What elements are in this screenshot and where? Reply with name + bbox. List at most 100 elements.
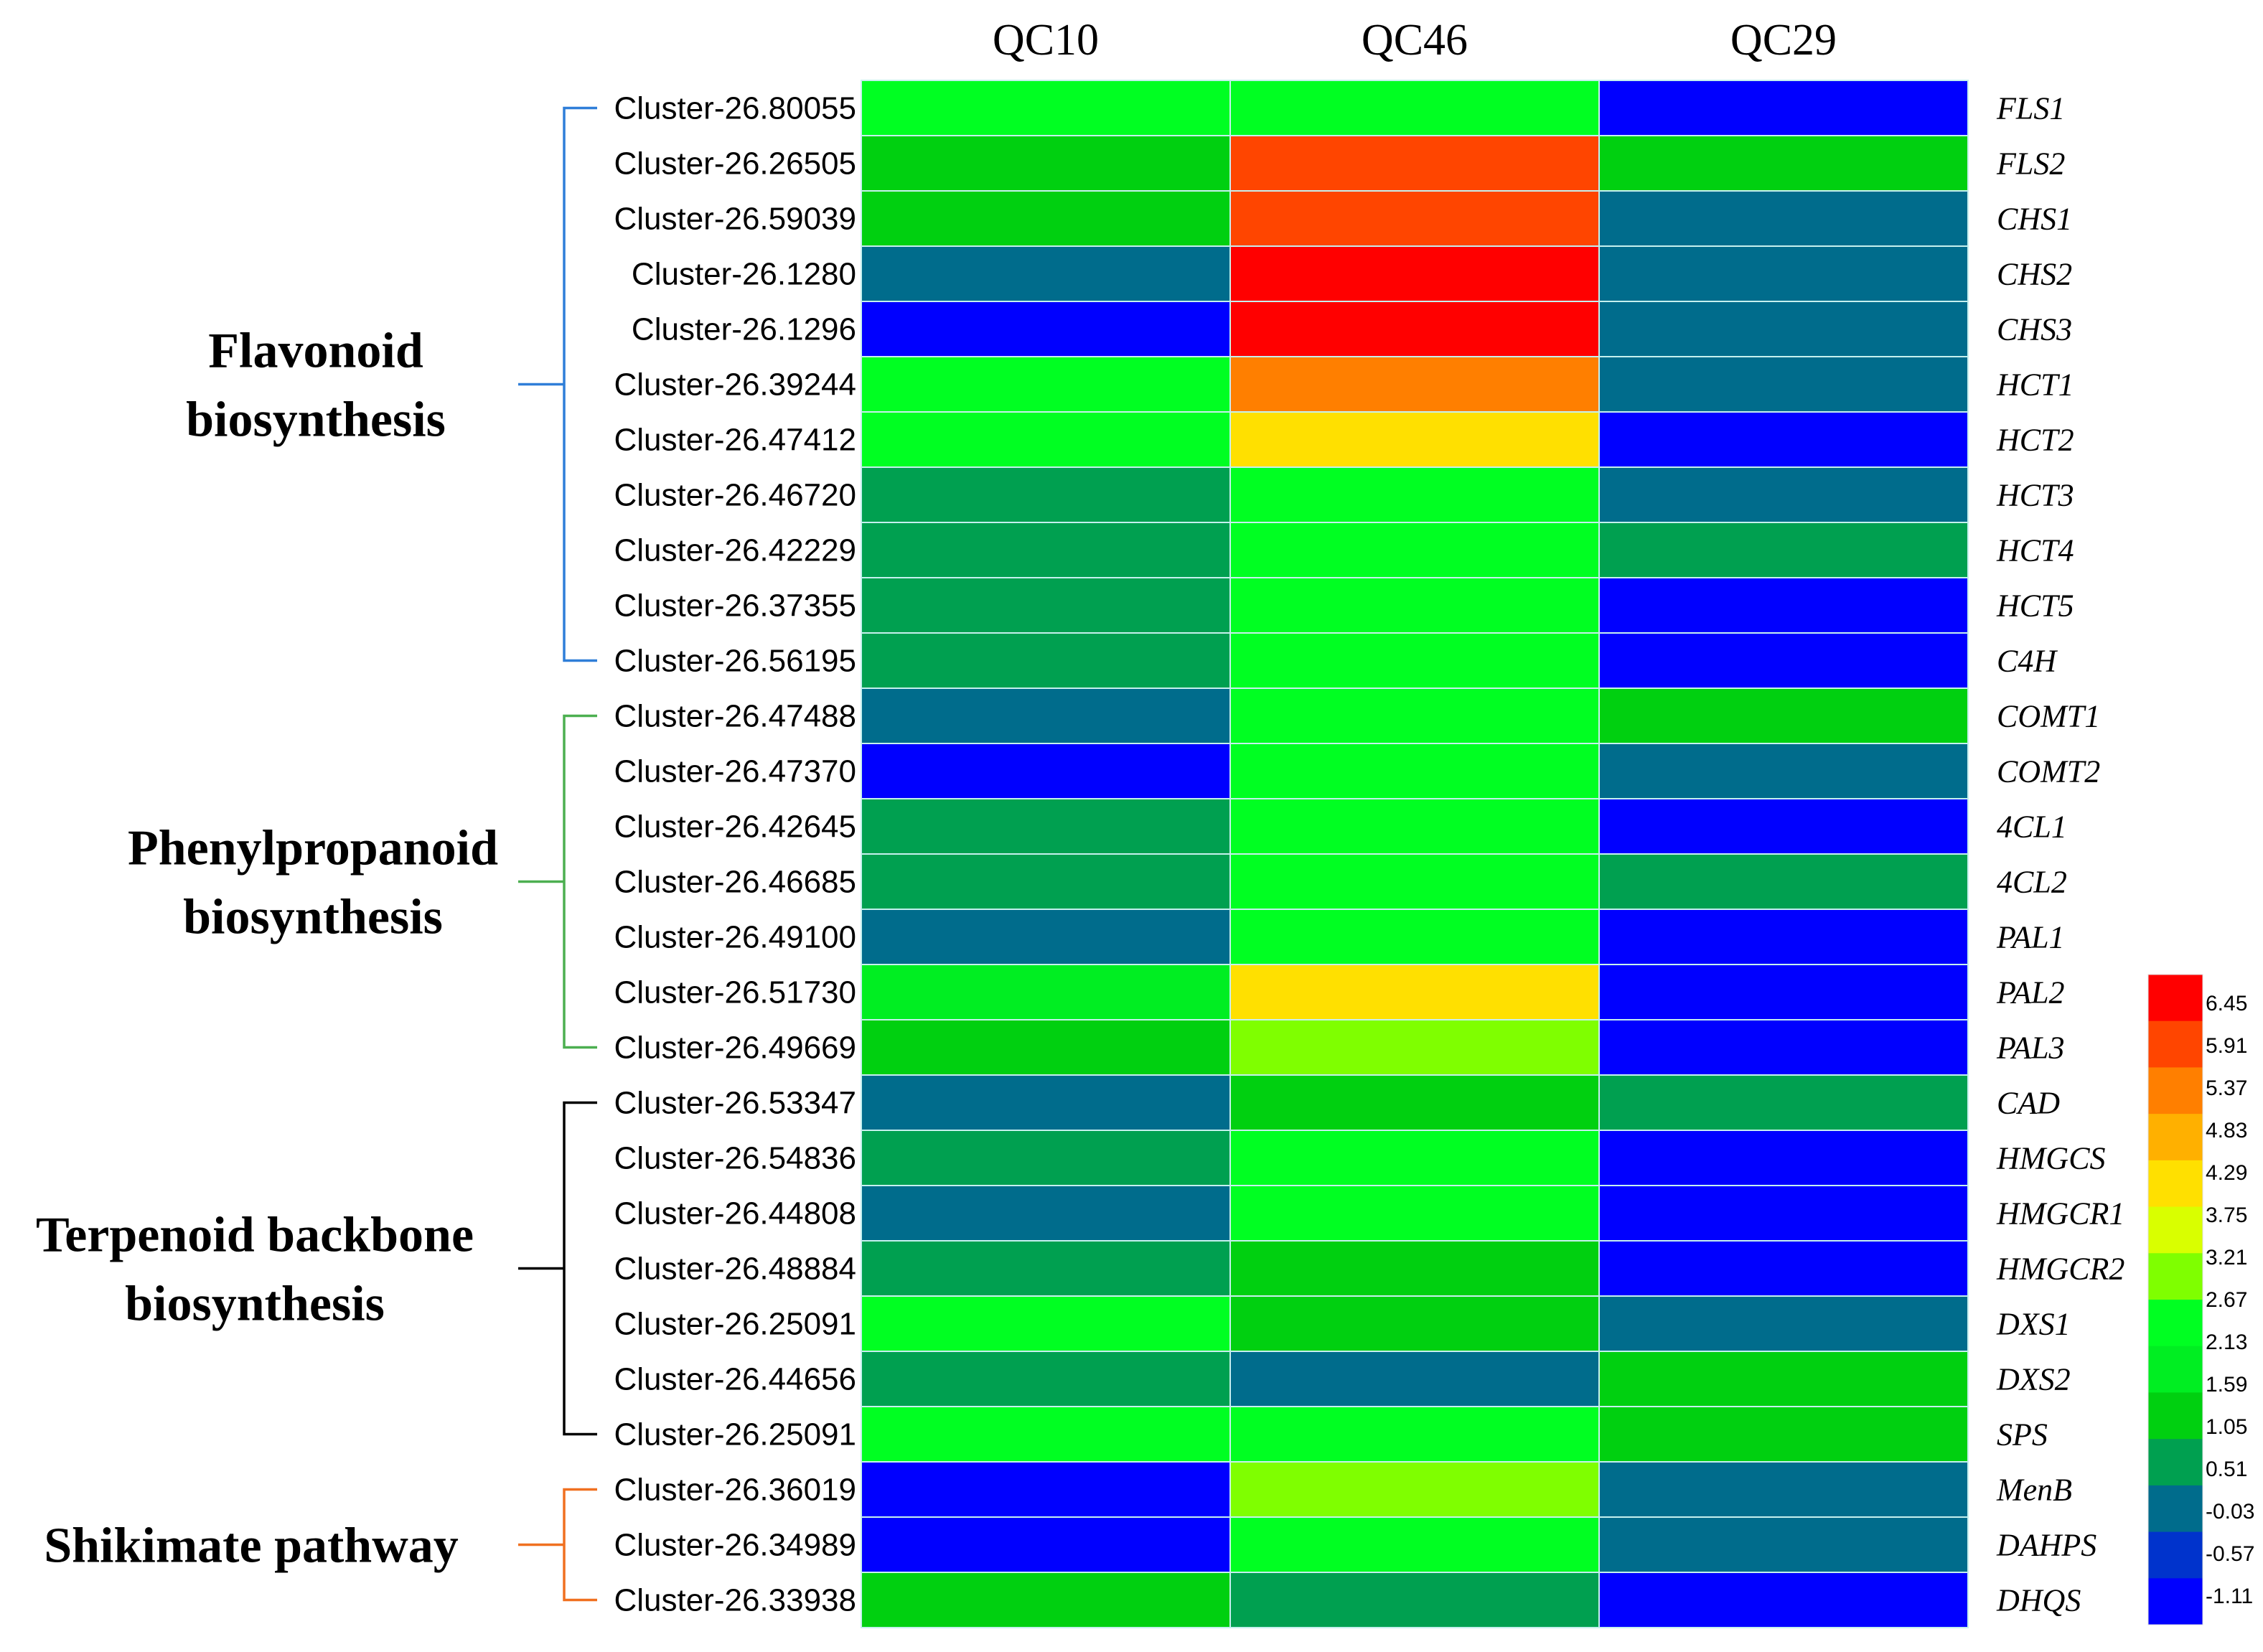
legend-tick-label: -1.11 [2206,1585,2253,1608]
row-label-cluster: Cluster-26.48884 [614,1252,856,1287]
legend-tick-label: -0.03 [2206,1500,2254,1524]
legend-tick-label: 3.21 [2206,1246,2247,1269]
legend-swatch [2148,1439,2203,1486]
heatmap-cells [861,80,1969,1628]
heatmap-cell [861,1074,1231,1131]
row-label-gene: FLS2 [1996,146,2065,182]
heatmap-cell [861,135,1231,192]
heatmap-cell [1229,135,1600,192]
group-bracket [518,106,597,662]
group-labels: Flavonoid biosynthesis Phenylpropanoid bios… [36,324,498,1574]
heatmap-cell [861,411,1231,468]
heatmap-cell [1598,1185,1969,1242]
heatmap-cell [1598,1019,1969,1076]
group-label: biosynthesis [183,890,443,945]
heatmap-cell [1229,245,1600,302]
row-label-gene: PAL2 [1996,975,2065,1010]
heatmap-cell [1229,356,1600,413]
heatmap-cell [1229,853,1600,910]
heatmap-cell [1598,1130,1969,1186]
row-label-gene: HMGCR1 [1996,1196,2124,1231]
heatmap-cell [1229,1185,1600,1242]
group-label: Flavonoid [208,324,423,379]
heatmap-cell [861,245,1231,302]
row-label-cluster: Cluster-26.47412 [614,423,856,458]
heatmap-cell [861,1130,1231,1186]
row-label-gene: PAL1 [1996,920,2065,955]
gene-labels: FLS1 FLS2 CHS1 CHS2 CHS3 HCT1 HCT2 HCT3 HCT4 HCT5… [1996,91,2124,1618]
row-label-cluster: Cluster-26.42229 [614,533,856,568]
heatmap-cell [1229,1516,1600,1573]
legend-swatch [2148,1206,2203,1254]
legend-swatch [2148,1067,2203,1114]
heatmap-cell [1229,743,1600,799]
heatmap-cell [1598,1074,1969,1131]
row-label-cluster: Cluster-26.51730 [614,975,856,1010]
heatmap-cell [861,1240,1231,1297]
heatmap-cell [1229,798,1600,855]
row-label-gene: COMT2 [1997,754,2100,789]
heatmap-cell [1229,80,1600,136]
heatmap-cell [1598,190,1969,247]
heatmap-cell [861,743,1231,799]
row-label-gene: CHS3 [1997,312,2072,347]
row-label-cluster: Cluster-26.34989 [614,1528,856,1563]
heatmap-cell [1598,577,1969,634]
legend-swatch [2148,1578,2203,1625]
row-label-gene: HCT2 [1996,423,2074,458]
heatmap-cell [1229,1240,1600,1297]
heatmap-cell [861,466,1231,523]
heatmap-cell [1229,1406,1600,1463]
heatmap-cell [861,1516,1231,1573]
heatmap-cell [1598,1572,1969,1628]
heatmap-cell [1598,411,1969,468]
row-label-gene: HMGCS [1996,1141,2106,1176]
heatmap-cell [1598,135,1969,192]
heatmap-cell [1229,522,1600,578]
heatmap-cell [861,1185,1231,1242]
row-label-cluster: Cluster-26.25091 [614,1307,856,1342]
row-label-gene: FLS1 [1996,91,2065,126]
heatmap-cell [1229,1295,1600,1352]
row-label-cluster: Cluster-26.1280 [632,257,856,292]
heatmap-cell [861,301,1231,357]
heatmap-cell [861,1351,1231,1407]
heatmap-cell [861,522,1231,578]
heatmap-cell [1229,411,1600,468]
row-label-gene: COMT1 [1997,699,2100,734]
legend-tick-label: 4.29 [2206,1161,2247,1185]
heatmap-cell [1598,1295,1969,1352]
legend-swatch [2148,1392,2203,1440]
heatmap-cell [1598,356,1969,413]
heatmap-cell [861,190,1231,247]
group-label: Shikimate pathway [44,1519,459,1574]
row-label-gene: SPS [1997,1417,2048,1452]
legend-frame [2147,974,2203,1625]
column-labels: QC10 QC46 QC29 [993,16,1837,65]
row-label-gene: DAHPS [1996,1528,2096,1563]
heatmap-cell [1598,1406,1969,1463]
heatmap-cell [861,1019,1231,1076]
heatmap-cell [861,577,1231,634]
heatmap-cell [1598,632,1969,689]
row-label-cluster: Cluster-26.47370 [614,754,856,789]
heatmap-cell [1229,964,1600,1020]
row-label-gene: C4H [1997,644,2058,679]
heatmap-cell [861,1572,1231,1628]
row-label-cluster: Cluster-26.36019 [614,1473,856,1508]
heatmap-cell [1229,1130,1600,1186]
heatmap-cell [1229,1019,1600,1076]
heatmap-cell [861,1406,1231,1463]
heatmap-cell [1229,1461,1600,1518]
heatmap-cell [861,356,1231,413]
row-label-cluster: Cluster-26.33938 [614,1583,856,1618]
row-label-gene: 4CL2 [1997,865,2067,900]
heatmap-cell [1598,687,1969,744]
group-bracket [518,714,597,1049]
row-label-cluster: Cluster-26.49669 [614,1031,856,1066]
row-label-gene: PAL3 [1996,1031,2065,1066]
row-label-cluster: Cluster-26.46685 [614,865,856,900]
legend-swatch [2148,1346,2203,1393]
legend-tick-label: 6.45 [2206,992,2247,1015]
row-label-cluster: Cluster-26.44808 [614,1196,856,1231]
